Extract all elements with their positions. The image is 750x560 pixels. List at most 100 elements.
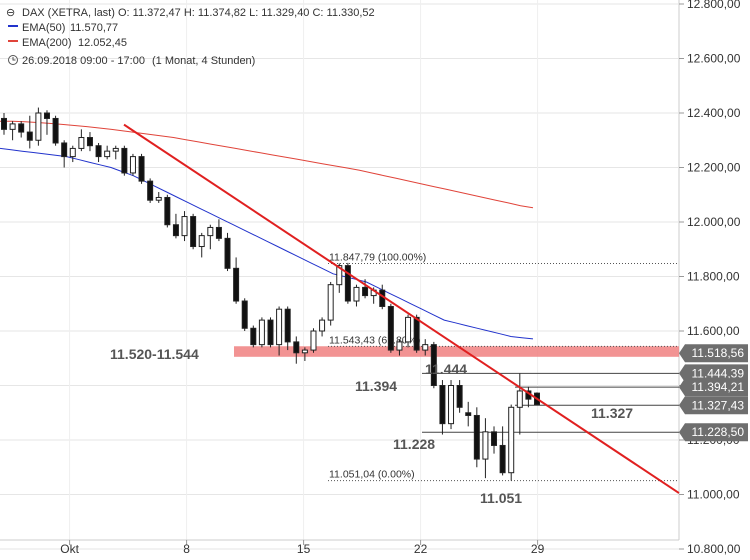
- candle: [233, 257, 240, 304]
- candle: [439, 380, 446, 435]
- candle: [138, 153, 145, 184]
- candle-body: [310, 330, 317, 351]
- annotations: 11.520-11.544 11.444 11.394 11.228 11.327 11.…: [110, 346, 633, 506]
- candle-body: [250, 327, 257, 346]
- ema50-label: EMA(50): [22, 22, 65, 34]
- candle: [147, 178, 154, 203]
- candle-body: [353, 286, 360, 302]
- candle-body: [95, 145, 102, 158]
- candle: [293, 336, 300, 364]
- candle: [43, 110, 50, 135]
- candle: [491, 426, 498, 454]
- candle-body: [405, 316, 412, 343]
- candle-body: [190, 216, 197, 248]
- candle: [52, 115, 59, 146]
- candle: [224, 232, 231, 272]
- price-badge-label: 11.394,21: [692, 380, 745, 394]
- candle-body: [491, 431, 498, 446]
- candle-body: [362, 286, 369, 297]
- candle: [61, 140, 68, 168]
- candle: [396, 339, 403, 356]
- y-axis: 12.800,00 12.600,00 12.400,00 12.200,00 12.0…: [679, 0, 741, 556]
- annotation-label: 11.228: [393, 436, 435, 452]
- candle-body: [233, 267, 240, 302]
- annotation-label: 11.327: [591, 405, 633, 421]
- candle-body: [465, 412, 472, 416]
- candle: [387, 303, 394, 353]
- candle: [258, 317, 265, 348]
- candle: [86, 132, 93, 152]
- candle-body: [1, 117, 7, 130]
- candle: [319, 317, 326, 337]
- ema200-label: EMA(200): [22, 37, 72, 49]
- candle-body: [52, 117, 59, 144]
- candle: [155, 192, 162, 203]
- candle: [69, 145, 76, 163]
- candle: [198, 232, 205, 258]
- candle-body: [155, 196, 162, 201]
- candle-body: [104, 150, 111, 158]
- candle: [207, 224, 214, 250]
- candle-body: [439, 385, 446, 425]
- price-badge-label: 11.444,39: [692, 366, 745, 380]
- candle: [499, 426, 506, 476]
- candle: [473, 407, 480, 468]
- price-badge-label: 11.327,43: [692, 398, 745, 412]
- candle: [516, 373, 523, 435]
- candle-body: [147, 180, 154, 201]
- candle-body: [112, 147, 119, 152]
- candle: [344, 262, 351, 304]
- candle-body: [181, 216, 188, 237]
- candle: [448, 380, 455, 430]
- candle-body: [267, 319, 274, 346]
- candle: [172, 213, 179, 239]
- y-tick-label: 12.000,00: [687, 215, 741, 229]
- candle-body: [241, 300, 248, 329]
- candle-body: [18, 123, 25, 133]
- y-tick-label: 12.600,00: [687, 52, 741, 66]
- candle: [353, 284, 360, 307]
- candle: [525, 386, 532, 408]
- header-period: (1 Monat, 4 Stunden): [152, 55, 255, 67]
- candle-body: [430, 344, 437, 386]
- price-badge-label: 11.518,56: [692, 346, 745, 360]
- x-tick-label: 29: [531, 542, 545, 556]
- candle: [405, 314, 412, 348]
- clock-hands: [12, 57, 16, 61]
- fib-level-label: 11.847,79 (100.00%): [329, 251, 426, 263]
- candle-body: [121, 147, 128, 174]
- candle-body: [448, 385, 455, 425]
- price-badge: 11.228,50: [679, 423, 748, 442]
- candle-body: [508, 406, 515, 474]
- candle-body: [387, 305, 394, 351]
- candle: [190, 213, 197, 250]
- ema200-path: [0, 120, 534, 209]
- price-badge-shape: [679, 364, 748, 383]
- header-timeframe: 26.09.2018 09:00 - 17:00: [22, 55, 145, 67]
- header-ohlc: O: 11.372,47 H: 11.374,82 L: 11.329,40 C…: [118, 7, 375, 19]
- candle: [35, 107, 42, 146]
- candle-body: [422, 344, 429, 351]
- ema50-path: [0, 147, 534, 340]
- price-badge: 11.518,56: [679, 344, 748, 363]
- y-tick-label: 11.000,00: [687, 488, 740, 502]
- candle-body: [26, 131, 33, 141]
- candle-body: [129, 156, 136, 174]
- x-tick-label: 8: [183, 542, 190, 556]
- candle: [112, 145, 119, 160]
- candle-body: [327, 284, 334, 321]
- annotation-label: 11.520-11.544: [110, 346, 199, 362]
- annotation-label: 11.051: [480, 490, 522, 506]
- candle-body: [516, 390, 523, 408]
- x-tick-label: 22: [414, 542, 428, 556]
- candle-body: [344, 265, 351, 302]
- candle: [362, 279, 369, 299]
- header-title: DAX (XETRA, last): [22, 7, 115, 19]
- candle: [9, 121, 16, 141]
- candle: [181, 211, 188, 242]
- x-tick-label: Okt: [60, 542, 79, 556]
- candle-body: [456, 385, 463, 408]
- horizontal-levels: [422, 372, 679, 433]
- price-badge-shape: [679, 396, 748, 415]
- fib-level-label: 11.051,04 (0.00%): [329, 469, 415, 481]
